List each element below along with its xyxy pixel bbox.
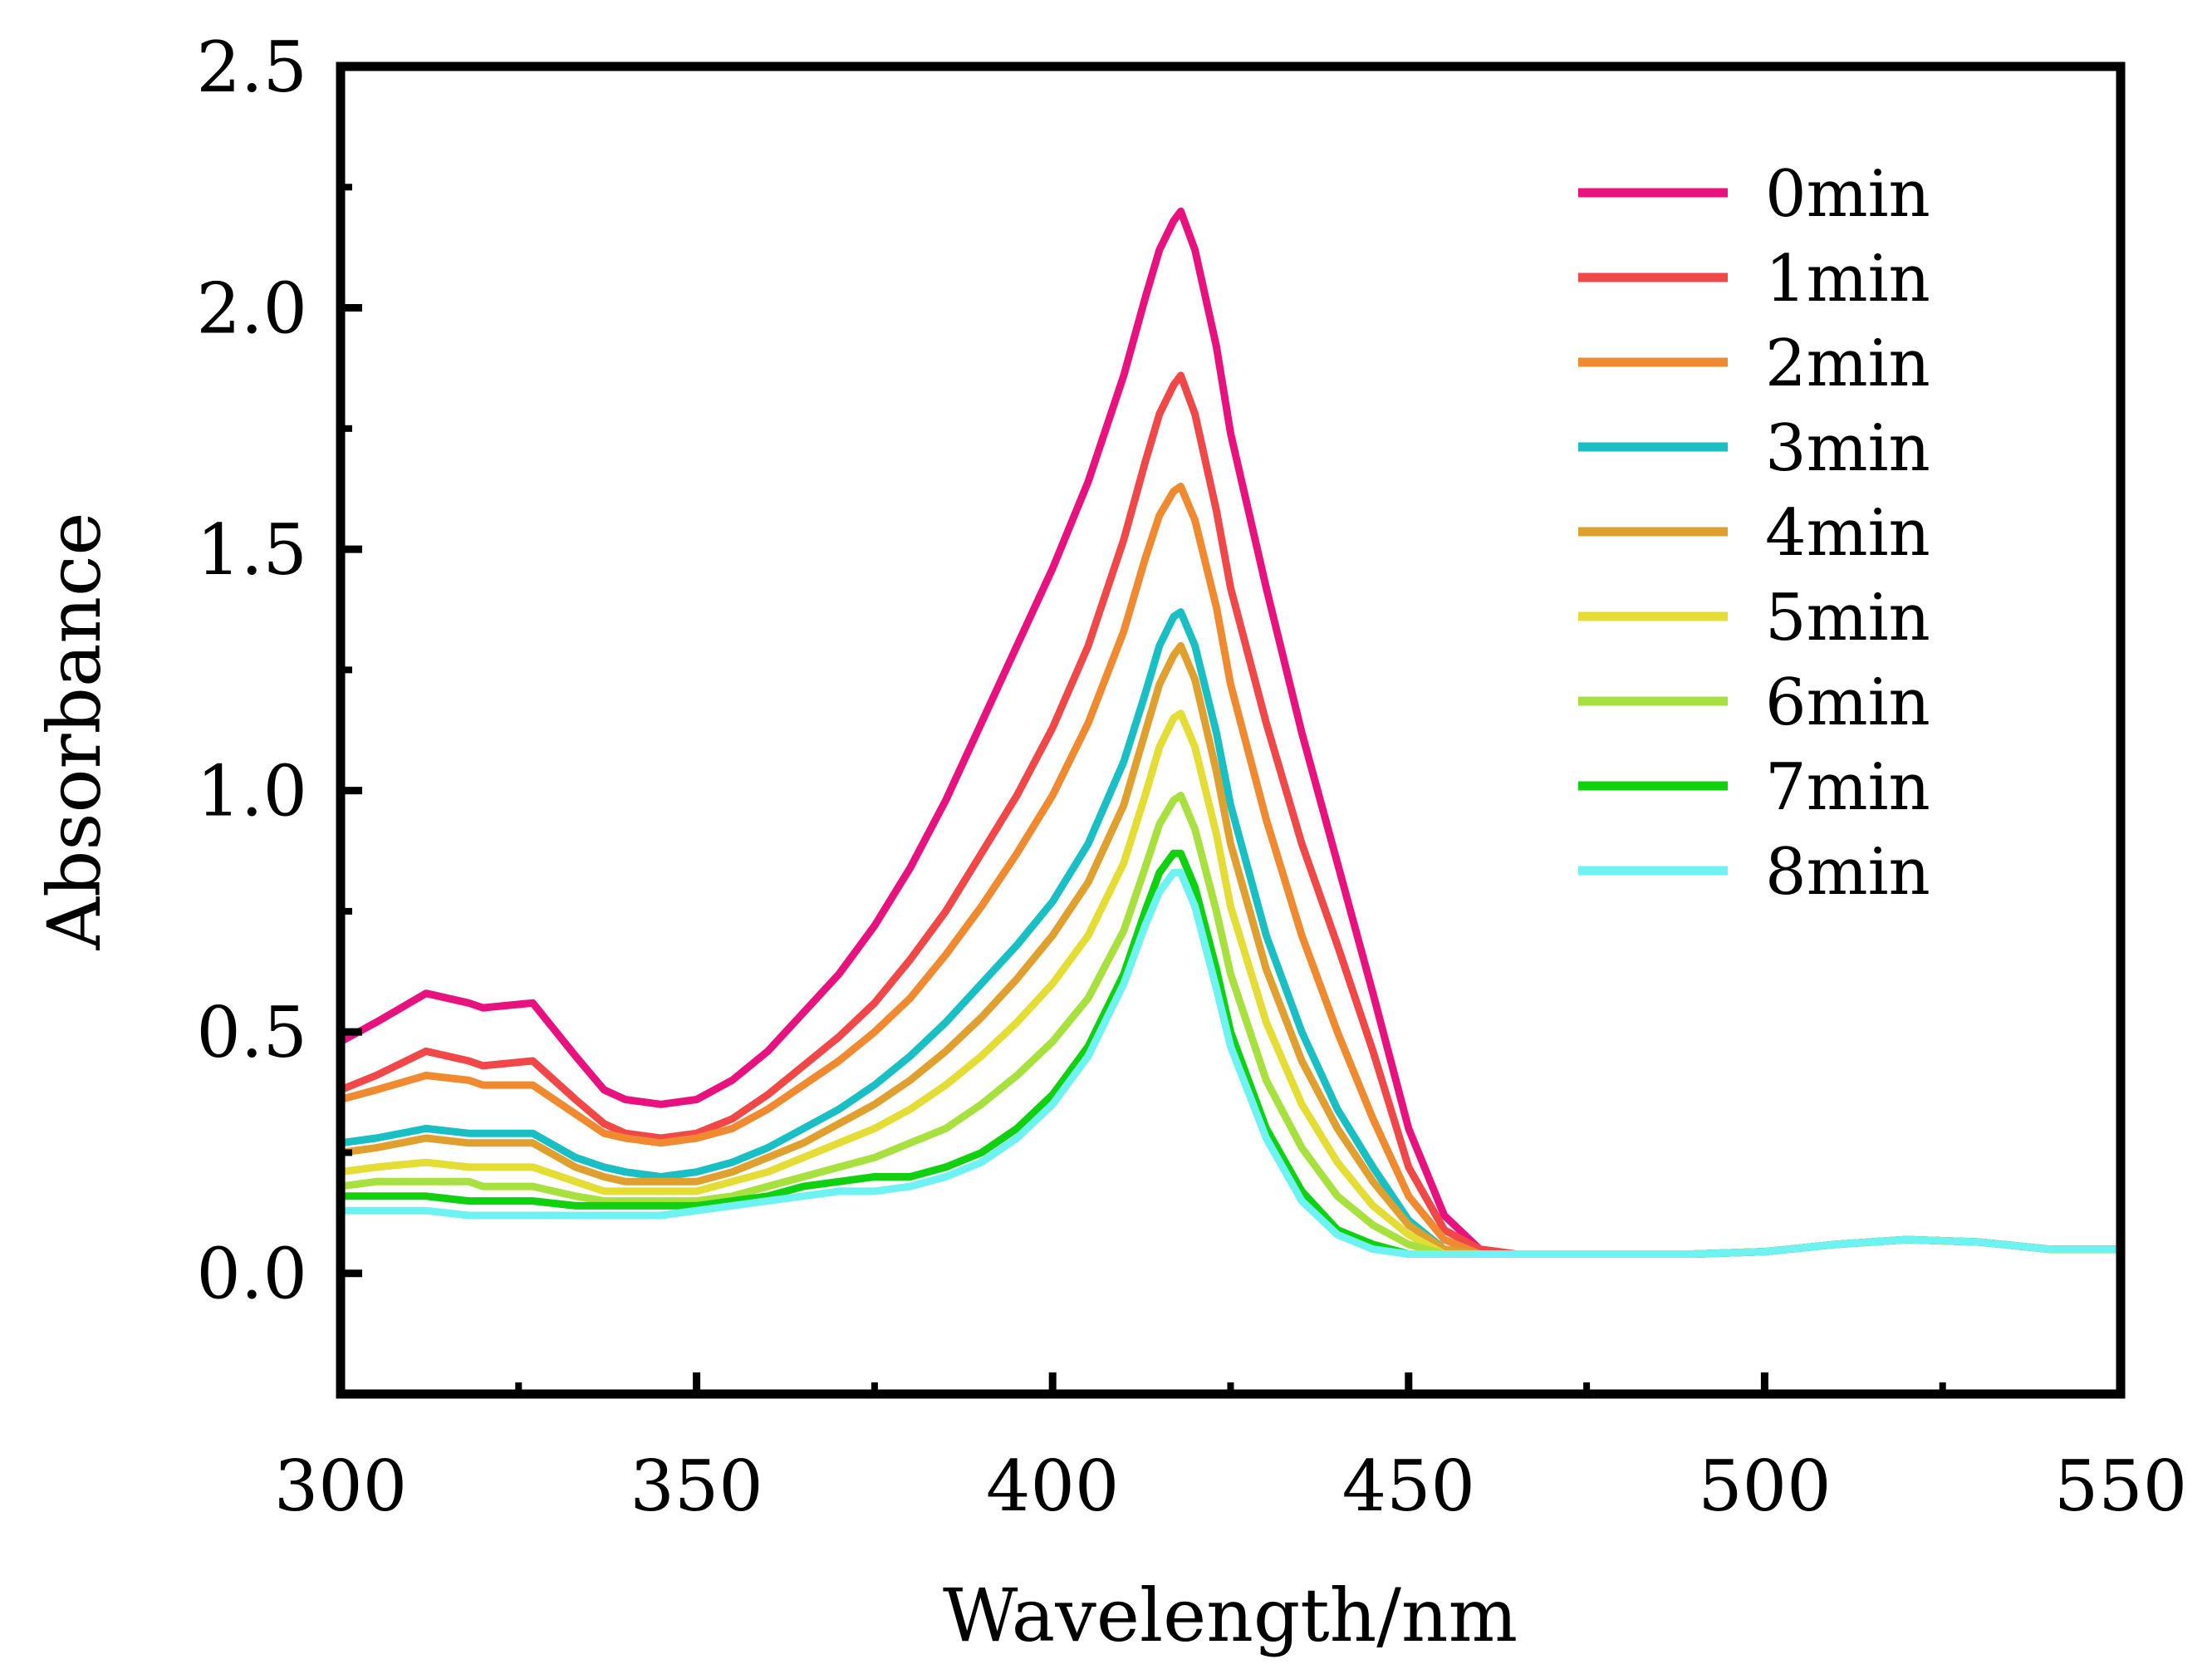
legend-label-5min: 5min <box>1765 581 1930 655</box>
legend-label-7min: 7min <box>1765 750 1930 825</box>
y-axis-title: Absorbance <box>32 513 117 951</box>
series-line-8min <box>336 868 2125 1258</box>
x-tick-label-400: 400 <box>986 1446 1119 1527</box>
legend: 0min 1min 2min 3min 4min 5min 6min 7min 8min <box>1578 157 1930 910</box>
legend-label-2min: 2min <box>1765 326 1930 401</box>
y-tick-label-2: 2.0 <box>196 268 307 350</box>
x-tick-label-350: 350 <box>630 1446 763 1527</box>
y-tick-label-2.5: 2.5 <box>196 27 307 108</box>
legend-label-0min: 0min <box>1765 157 1930 232</box>
x-tick-label-450: 450 <box>1342 1446 1475 1527</box>
legend-label-8min: 8min <box>1765 835 1930 910</box>
legend-label-6min: 6min <box>1765 665 1930 740</box>
x-axis-title: Wavelength/nm <box>943 1573 1518 1658</box>
y-tick-label-0: 0.0 <box>196 1234 307 1315</box>
x-tick-label-300: 300 <box>274 1446 407 1527</box>
y-tick-label-1.5: 1.5 <box>196 509 307 591</box>
series-layer <box>336 207 2125 1258</box>
x-tick-label-500: 500 <box>1698 1446 1831 1527</box>
y-tick-label-0.5: 0.5 <box>196 992 307 1073</box>
y-tick-label-1: 1.0 <box>196 751 307 832</box>
legend-label-1min: 1min <box>1765 242 1930 317</box>
legend-label-3min: 3min <box>1765 411 1930 486</box>
legend-label-4min: 4min <box>1765 496 1930 571</box>
axis-layer: 300 350 400 450 500 550 0.0 0.5 1.0 1.5 2.0 2.5 <box>196 27 2187 1527</box>
x-tick-label-550: 550 <box>2054 1446 2187 1527</box>
